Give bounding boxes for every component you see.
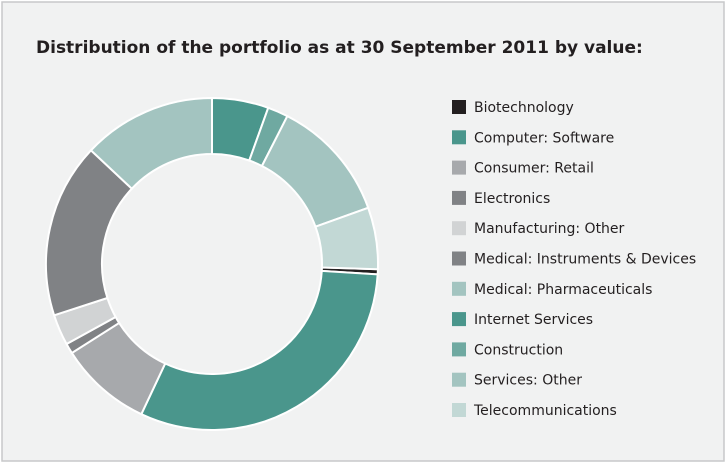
legend-swatch <box>452 221 466 236</box>
chart-title: Distribution of the portfolio as at 30 S… <box>36 38 643 58</box>
legend-swatch <box>452 342 466 357</box>
legend-label: Biotechnology <box>474 100 574 116</box>
legend-swatch <box>452 372 466 387</box>
legend-swatch <box>452 251 466 266</box>
legend-swatch <box>452 130 466 145</box>
donut-segment <box>139 269 379 431</box>
legend-label: Computer: Software <box>474 130 614 146</box>
legend-label: Construction <box>474 342 563 358</box>
legend-label: Internet Services <box>474 312 593 328</box>
legend: Biotechnology Computer: Software Consumer:… <box>452 100 696 419</box>
legend-label: Telecommunications <box>473 403 617 419</box>
legend-swatch <box>452 160 466 175</box>
legend-label: Services: Other <box>474 373 582 389</box>
legend-swatch <box>452 312 466 327</box>
legend-label: Manufacturing: Other <box>474 221 625 237</box>
legend-label: Consumer: Retail <box>474 161 594 177</box>
legend-swatch <box>452 190 466 205</box>
donut-segment <box>314 206 379 271</box>
legend-swatch <box>452 403 466 417</box>
legend-swatch <box>452 100 466 114</box>
legend-label: Electronics <box>474 191 550 207</box>
legend-label: Medical: Instruments & Devices <box>474 252 696 268</box>
legend-label: Medical: Pharmaceuticals <box>474 282 652 298</box>
donut <box>45 96 379 431</box>
legend-swatch <box>452 281 466 296</box>
